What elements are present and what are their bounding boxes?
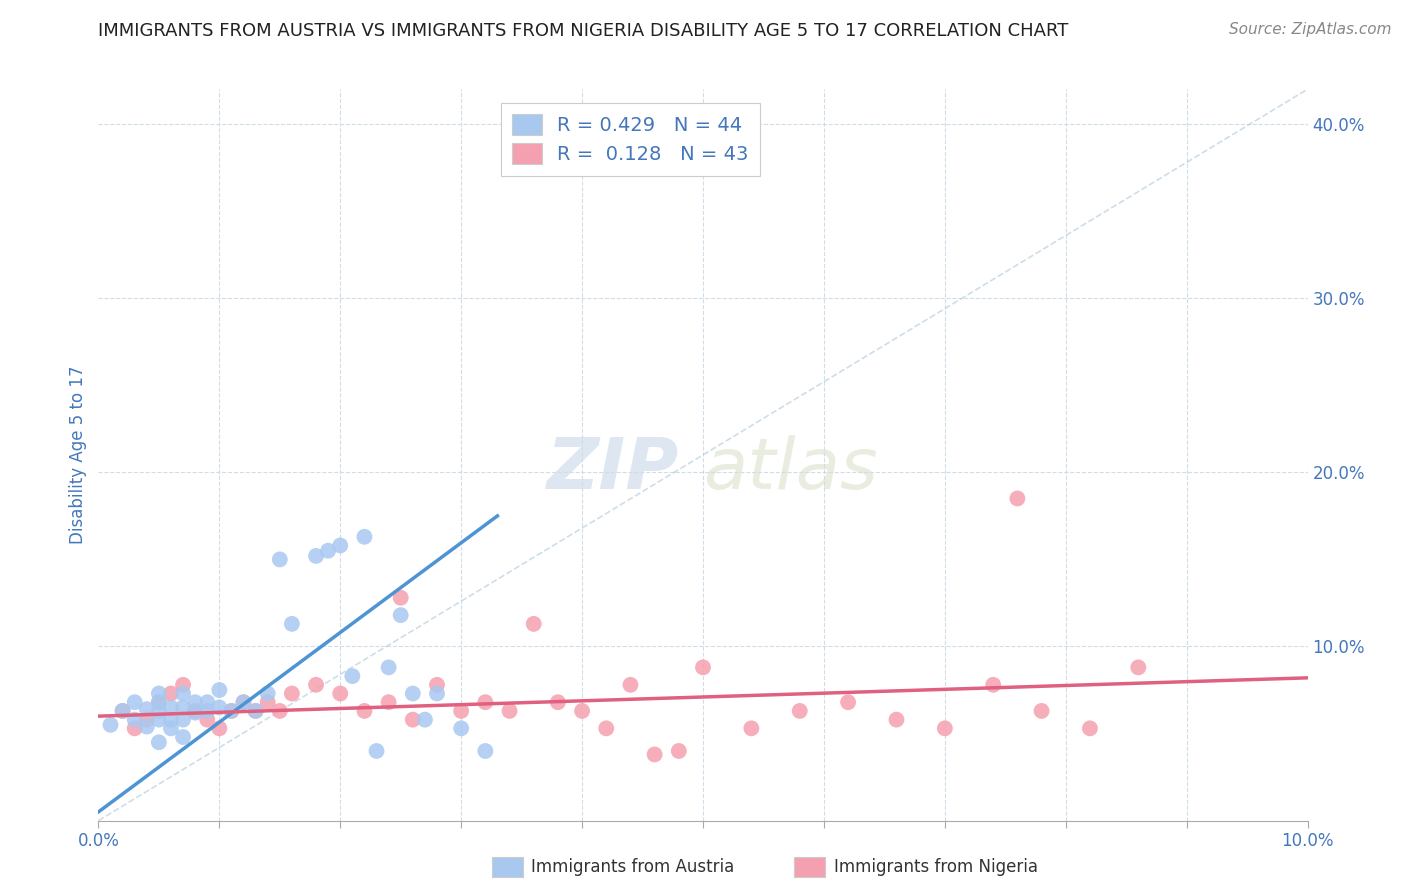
- Point: [172, 700, 194, 714]
- Point: [981, 678, 1004, 692]
- Point: [269, 704, 291, 718]
- Point: [644, 747, 666, 762]
- Point: [426, 686, 449, 700]
- Point: [450, 722, 472, 736]
- Point: [571, 704, 593, 718]
- Point: [498, 704, 520, 718]
- Point: [195, 713, 218, 727]
- Point: [305, 678, 328, 692]
- Point: [740, 722, 762, 736]
- Point: [692, 660, 714, 674]
- Point: [245, 704, 267, 718]
- Point: [523, 152, 546, 166]
- Point: [789, 704, 811, 718]
- Point: [329, 686, 352, 700]
- Point: [208, 683, 231, 698]
- Point: [402, 686, 425, 700]
- Point: [281, 616, 304, 631]
- Point: [595, 722, 617, 736]
- Point: [135, 713, 157, 727]
- Point: [305, 549, 328, 563]
- Point: [232, 695, 254, 709]
- Point: [366, 744, 388, 758]
- Point: [111, 704, 134, 718]
- Point: [547, 695, 569, 709]
- Text: atlas: atlas: [703, 435, 877, 504]
- Point: [281, 686, 304, 700]
- Point: [148, 735, 170, 749]
- Point: [160, 713, 183, 727]
- Point: [377, 695, 399, 709]
- Point: [148, 704, 170, 718]
- Point: [160, 700, 183, 714]
- Point: [256, 695, 278, 709]
- Point: [111, 704, 134, 718]
- Point: [100, 718, 122, 732]
- Point: [172, 713, 194, 727]
- Point: [837, 695, 859, 709]
- Point: [124, 722, 146, 736]
- Point: [316, 543, 339, 558]
- Point: [195, 695, 218, 709]
- Point: [619, 678, 641, 692]
- Point: [413, 713, 436, 727]
- Text: Immigrants from Nigeria: Immigrants from Nigeria: [834, 858, 1038, 876]
- Point: [1078, 722, 1101, 736]
- Text: IMMIGRANTS FROM AUSTRIA VS IMMIGRANTS FROM NIGERIA DISABILITY AGE 5 TO 17 CORREL: IMMIGRANTS FROM AUSTRIA VS IMMIGRANTS FR…: [98, 22, 1069, 40]
- Point: [1031, 704, 1053, 718]
- Point: [148, 695, 170, 709]
- Point: [184, 704, 207, 718]
- Point: [124, 695, 146, 709]
- Point: [353, 704, 375, 718]
- Text: ZIP: ZIP: [547, 435, 679, 504]
- Point: [135, 720, 157, 734]
- Point: [221, 704, 243, 718]
- Point: [160, 686, 183, 700]
- Point: [523, 616, 546, 631]
- Point: [184, 695, 207, 709]
- Point: [450, 704, 472, 718]
- Point: [474, 695, 496, 709]
- Point: [1007, 491, 1029, 506]
- Y-axis label: Disability Age 5 to 17: Disability Age 5 to 17: [69, 366, 87, 544]
- Point: [377, 660, 399, 674]
- Point: [245, 704, 267, 718]
- Point: [402, 713, 425, 727]
- Point: [232, 695, 254, 709]
- Point: [886, 713, 908, 727]
- Point: [148, 686, 170, 700]
- Point: [148, 713, 170, 727]
- Point: [256, 686, 278, 700]
- Point: [474, 744, 496, 758]
- Point: [172, 678, 194, 692]
- Point: [135, 702, 157, 716]
- Point: [329, 539, 352, 553]
- Point: [221, 704, 243, 718]
- Point: [208, 700, 231, 714]
- Point: [426, 678, 449, 692]
- Point: [172, 730, 194, 744]
- Point: [184, 706, 207, 720]
- Point: [389, 608, 412, 623]
- Point: [208, 722, 231, 736]
- Point: [668, 744, 690, 758]
- Point: [160, 722, 183, 736]
- Point: [934, 722, 956, 736]
- Text: Source: ZipAtlas.com: Source: ZipAtlas.com: [1229, 22, 1392, 37]
- Point: [172, 686, 194, 700]
- Legend: R = 0.429   N = 44, R =  0.128   N = 43: R = 0.429 N = 44, R = 0.128 N = 43: [501, 103, 761, 176]
- Point: [148, 695, 170, 709]
- Text: Immigrants from Austria: Immigrants from Austria: [531, 858, 735, 876]
- Point: [195, 704, 218, 718]
- Point: [353, 530, 375, 544]
- Point: [269, 552, 291, 566]
- Point: [1128, 660, 1150, 674]
- Point: [342, 669, 364, 683]
- Point: [389, 591, 412, 605]
- Point: [124, 713, 146, 727]
